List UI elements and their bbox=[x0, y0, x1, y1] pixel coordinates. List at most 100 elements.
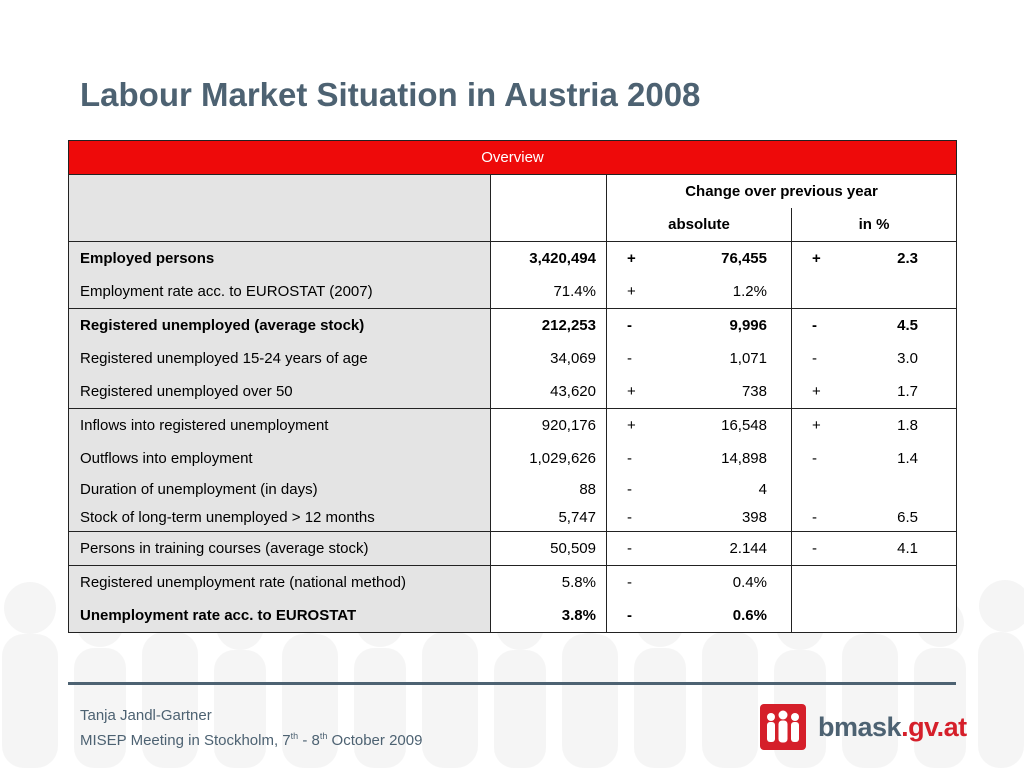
row-absolute-change: - 0.4% bbox=[606, 565, 792, 599]
row-value: 3,420,494 bbox=[490, 241, 607, 275]
row-percent-change: +1.8 bbox=[790, 408, 958, 442]
slide-title: Labour Market Situation in Austria 2008 bbox=[80, 76, 701, 113]
absolute-sign: - bbox=[627, 540, 632, 557]
row-absolute-change: - 14,898 bbox=[606, 442, 792, 475]
footer-meeting: MISEP Meeting in Stockholm, 7th - 8th Oc… bbox=[80, 731, 423, 749]
absolute-value: 16,548 bbox=[721, 417, 767, 434]
row-label: Stock of long-term unemployed > 12 month… bbox=[68, 503, 491, 532]
row-label: Inflows into registered unemployment bbox=[68, 408, 491, 442]
row-absolute-change: - 1,071 bbox=[606, 342, 792, 375]
row-percent-change: - 4.5 bbox=[790, 308, 958, 342]
row-absolute-change: - 2.144 bbox=[606, 531, 792, 566]
percent-sign: - bbox=[812, 450, 817, 467]
percent-header: in % bbox=[790, 208, 958, 242]
row-absolute-change: - 0.6% bbox=[606, 599, 792, 633]
absolute-value: 0.6% bbox=[732, 607, 767, 624]
percent-value: 4.5 bbox=[897, 317, 919, 334]
row-label: Registered unemployment rate (national m… bbox=[68, 565, 491, 599]
absolute-value: 14,898 bbox=[721, 450, 767, 467]
percent-value: 1.7 bbox=[897, 383, 919, 400]
table-row: Unemployment rate acc. to EUROSTAT 3.8% - 0… bbox=[68, 599, 958, 633]
row-percent-change: - 1.4 bbox=[790, 442, 958, 475]
row-value: 1,029,626 bbox=[490, 442, 607, 475]
change-subheader-row: absolute in % bbox=[69, 208, 958, 242]
percent-sign: - bbox=[812, 540, 817, 557]
table-row: Persons in training courses (average sto… bbox=[68, 531, 958, 566]
row-percent-change: +2.3 bbox=[790, 241, 958, 275]
row-value: 920,176 bbox=[490, 408, 607, 442]
absolute-header: absolute bbox=[606, 208, 792, 242]
absolute-value: 0.4% bbox=[732, 574, 767, 591]
table-row: Stock of long-term unemployed > 12 month… bbox=[68, 503, 958, 532]
percent-value: 4.1 bbox=[897, 540, 919, 557]
percent-value: 3.0 bbox=[897, 350, 919, 367]
table-row: Inflows into registered unemployment 920,… bbox=[68, 408, 958, 442]
absolute-sign: - bbox=[627, 508, 632, 526]
row-value: 212,253 bbox=[490, 308, 607, 342]
percent-value: 6.5 bbox=[897, 508, 919, 526]
footer-text: Tanja Jandl-Gartner MISEP Meeting in Sto… bbox=[80, 705, 422, 751]
row-label: Employment rate acc. to EUROSTAT (2007) bbox=[68, 275, 491, 309]
row-absolute-change: +16,548 bbox=[606, 408, 792, 442]
row-percent-change: - 6.5 bbox=[790, 503, 958, 532]
absolute-sign: - bbox=[627, 450, 632, 467]
change-header-row: Change over previous year bbox=[68, 174, 958, 242]
row-percent-change: +1.7 bbox=[790, 375, 958, 409]
absolute-sign: + bbox=[627, 250, 636, 267]
row-percent-change bbox=[790, 599, 958, 633]
row-label: Unemployment rate acc. to EUROSTAT bbox=[68, 599, 491, 633]
absolute-sign: - bbox=[627, 350, 632, 367]
absolute-sign: - bbox=[627, 607, 632, 624]
labour-market-table: Overview Change over previous year absol… bbox=[67, 140, 958, 633]
absolute-sign: - bbox=[627, 574, 632, 591]
absolute-value: 738 bbox=[741, 383, 767, 400]
table-row: Outflows into employment 1,029,626 - 14,898… bbox=[68, 442, 958, 475]
percent-value: 1.8 bbox=[897, 417, 919, 434]
row-value: 3.8% bbox=[490, 599, 607, 633]
row-absolute-change: +1.2% bbox=[606, 275, 792, 309]
row-percent-change bbox=[790, 475, 958, 503]
absolute-value: 1.2% bbox=[732, 283, 767, 300]
overview-label: Overview bbox=[67, 140, 958, 175]
percent-sign: + bbox=[812, 383, 821, 400]
row-percent-change bbox=[790, 565, 958, 599]
row-value: 5,747 bbox=[490, 503, 607, 532]
table-row: Duration of unemployment (in days) 88-4 bbox=[68, 475, 958, 503]
percent-sign: - bbox=[812, 317, 817, 334]
bmask-logo: bmask.gv.at bbox=[760, 704, 967, 750]
absolute-sign: + bbox=[627, 383, 636, 400]
row-percent-change: - 4.1 bbox=[790, 531, 958, 566]
row-absolute-change: - 398 bbox=[606, 503, 792, 532]
absolute-sign: - bbox=[627, 480, 632, 498]
row-value: 50,509 bbox=[490, 531, 607, 566]
table-row: Registered unemployed (average stock) 212… bbox=[68, 308, 958, 342]
row-absolute-change: +738 bbox=[606, 375, 792, 409]
table-row: Registered unemployed 15-24 years of age… bbox=[68, 342, 958, 375]
table-row: Employed persons 3,420,494 +76,455 +2.3 bbox=[68, 241, 958, 275]
row-value: 34,069 bbox=[490, 342, 607, 375]
row-label: Registered unemployed 15-24 years of age bbox=[68, 342, 491, 375]
row-absolute-change: - 9,996 bbox=[606, 308, 792, 342]
absolute-value: 398 bbox=[741, 508, 767, 526]
table-row: Employment rate acc. to EUROSTAT (2007) 7… bbox=[68, 275, 958, 309]
overview-table-container: Overview Change over previous year absol… bbox=[67, 140, 958, 633]
header-value-cell bbox=[490, 174, 607, 242]
percent-sign: - bbox=[812, 350, 817, 367]
row-label: Duration of unemployment (in days) bbox=[68, 475, 491, 503]
logo-wordmark: bmask.gv.at bbox=[818, 711, 967, 742]
row-value: 5.8% bbox=[490, 565, 607, 599]
row-label: Outflows into employment bbox=[68, 442, 491, 475]
table-row: Registered unemployed over 50 43,620 +738 +… bbox=[68, 375, 958, 409]
percent-sign: + bbox=[812, 417, 821, 434]
absolute-value: 76,455 bbox=[721, 250, 767, 267]
header-label-cell bbox=[68, 174, 491, 242]
footer-author: Tanja Jandl-Gartner bbox=[80, 707, 212, 724]
row-label: Employed persons bbox=[68, 241, 491, 275]
row-label: Registered unemployed over 50 bbox=[68, 375, 491, 409]
people-group-icon bbox=[760, 704, 806, 750]
row-absolute-change: +76,455 bbox=[606, 241, 792, 275]
percent-sign: - bbox=[812, 508, 817, 526]
row-absolute-change: -4 bbox=[606, 475, 792, 503]
row-value: 88 bbox=[490, 475, 607, 503]
row-value: 71.4% bbox=[490, 275, 607, 309]
